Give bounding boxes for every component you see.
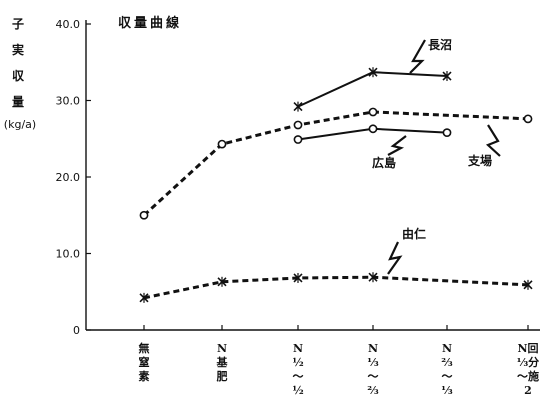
series-label-2: 広島 bbox=[372, 135, 407, 170]
x-category-label: ⅓ bbox=[441, 384, 453, 397]
series-label-1: 支場 bbox=[467, 124, 501, 168]
y-axis-unit: (kg/a) bbox=[4, 118, 36, 131]
x-category-label: 肥 bbox=[217, 370, 228, 383]
x-category-label: ⅓分 bbox=[517, 355, 539, 369]
zigzag-arrow bbox=[485, 124, 501, 157]
x-category-label: N bbox=[442, 342, 452, 355]
data-point bbox=[442, 128, 452, 138]
x-category-label: N回 bbox=[517, 341, 538, 355]
series-group bbox=[139, 67, 533, 303]
x-category-label: 窒 bbox=[139, 355, 150, 369]
data-point bbox=[293, 135, 303, 144]
data-point bbox=[368, 67, 378, 78]
series-name-label: 長沼 bbox=[428, 37, 452, 52]
series-name-label: 広島 bbox=[372, 155, 396, 170]
x-category-label: N bbox=[293, 342, 303, 355]
x-category-label: ½ bbox=[292, 384, 303, 397]
y-tick-label: 30.0 bbox=[56, 95, 81, 108]
y-axis-label-char: 収 bbox=[12, 69, 25, 83]
data-point bbox=[293, 101, 303, 112]
data-point bbox=[217, 276, 227, 287]
x-category-label: 無 bbox=[139, 341, 150, 355]
series-label-0: 長沼 bbox=[409, 37, 452, 74]
chart-title: 収量曲線 bbox=[118, 15, 182, 31]
series-label-3: 由仁 bbox=[387, 226, 426, 275]
data-point bbox=[368, 124, 378, 134]
x-category-label: ⅔ bbox=[441, 356, 453, 369]
data-point bbox=[523, 279, 533, 290]
x-category-label: N bbox=[217, 342, 227, 355]
x-category-label: 〜施 bbox=[517, 369, 539, 383]
series-3 bbox=[139, 272, 533, 303]
zigzag-arrow bbox=[387, 241, 403, 275]
data-point bbox=[523, 114, 533, 124]
data-point bbox=[139, 210, 149, 220]
x-category-label: N bbox=[368, 342, 378, 355]
data-point bbox=[368, 107, 378, 117]
x-category-label: 〜 bbox=[368, 370, 379, 383]
series-name-label: 由仁 bbox=[402, 226, 426, 241]
y-tick-label: 20.0 bbox=[56, 171, 81, 184]
data-point bbox=[368, 272, 378, 283]
y-axis-label-char: 子 bbox=[12, 17, 24, 31]
x-category-label: ⅔ bbox=[367, 384, 379, 397]
data-point bbox=[293, 120, 303, 130]
series-0 bbox=[293, 67, 452, 112]
y-tick-label: 40.0 bbox=[56, 18, 81, 31]
y-axis-label-char: 量 bbox=[12, 95, 24, 109]
zigzag-arrow bbox=[409, 39, 426, 74]
data-point bbox=[442, 71, 452, 82]
y-tick-label: 10.0 bbox=[56, 248, 81, 261]
axes bbox=[85, 20, 540, 331]
y-ticks: 0 10.0 20.0 30.0 40.0 bbox=[56, 18, 91, 337]
series-line bbox=[297, 71, 448, 108]
x-category-label: 〜 bbox=[293, 370, 304, 383]
x-category-label: ½ bbox=[292, 356, 303, 369]
x-category-label: 基 bbox=[216, 355, 229, 369]
series-line bbox=[143, 275, 529, 300]
series-name-label: 支場 bbox=[467, 153, 492, 168]
x-category-label: 2 bbox=[524, 384, 532, 397]
y-axis-label-char: 実 bbox=[12, 42, 24, 57]
x-category-label: 〜 bbox=[442, 370, 453, 383]
zigzag-arrow bbox=[387, 135, 407, 156]
series-1 bbox=[139, 107, 533, 220]
data-point bbox=[217, 139, 227, 149]
series-2 bbox=[293, 124, 452, 144]
y-tick-label: 0 bbox=[73, 324, 80, 337]
data-point bbox=[139, 292, 149, 303]
x-category-label: ⅓ bbox=[367, 356, 379, 369]
data-point bbox=[293, 272, 303, 283]
x-category-label: 素 bbox=[139, 369, 150, 383]
